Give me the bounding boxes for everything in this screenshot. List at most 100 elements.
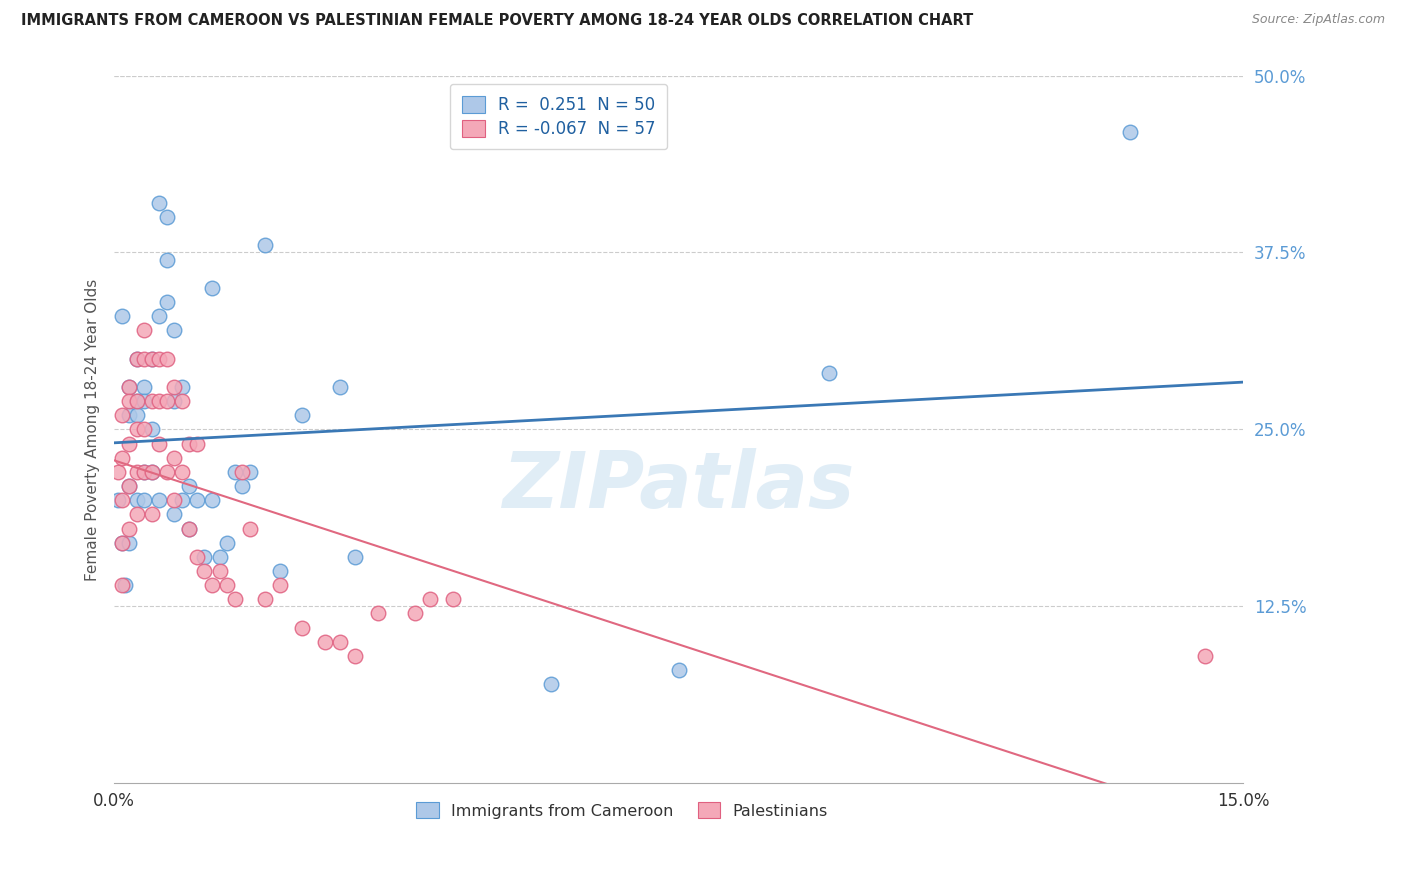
Point [253, 238, 276, 252]
Point [239, 465, 262, 479]
Point [141, 351, 163, 366]
Point [179, 522, 201, 536]
Point [163, 493, 186, 508]
Point [111, 535, 134, 549]
Point [125, 394, 148, 409]
Point [163, 380, 186, 394]
Point [156, 295, 179, 310]
Point [163, 323, 186, 337]
Point [179, 436, 201, 450]
Point [201, 493, 224, 508]
Point [224, 465, 246, 479]
Point [208, 549, 231, 564]
Point [111, 409, 134, 423]
Point [114, 578, 136, 592]
Point [668, 663, 690, 677]
Point [111, 535, 134, 549]
Point [179, 522, 201, 536]
Point [134, 465, 156, 479]
Point [170, 465, 193, 479]
Point [107, 465, 129, 479]
Point [186, 549, 208, 564]
Point [1119, 125, 1142, 139]
Point [134, 380, 156, 394]
Point [269, 564, 291, 578]
Point [156, 210, 179, 224]
Point [269, 578, 291, 592]
Point [125, 422, 148, 436]
Point [1194, 648, 1216, 663]
Point [215, 535, 238, 549]
Point [141, 465, 163, 479]
Point [163, 394, 186, 409]
Point [170, 380, 193, 394]
Y-axis label: Female Poverty Among 18-24 Year Olds: Female Poverty Among 18-24 Year Olds [86, 278, 100, 581]
Point [148, 394, 170, 409]
Point [163, 450, 186, 465]
Point [111, 493, 134, 508]
Point [118, 522, 141, 536]
Point [118, 436, 141, 450]
Point [118, 535, 141, 549]
Point [125, 351, 148, 366]
Point [540, 677, 562, 691]
Point [215, 578, 238, 592]
Text: IMMIGRANTS FROM CAMEROON VS PALESTINIAN FEMALE POVERTY AMONG 18-24 YEAR OLDS COR: IMMIGRANTS FROM CAMEROON VS PALESTINIAN … [21, 13, 973, 29]
Text: ZIPatlas: ZIPatlas [502, 448, 855, 524]
Point [239, 522, 262, 536]
Point [148, 351, 170, 366]
Point [134, 323, 156, 337]
Point [170, 394, 193, 409]
Point [118, 479, 141, 493]
Point [125, 394, 148, 409]
Point [111, 450, 134, 465]
Point [134, 394, 156, 409]
Point [141, 351, 163, 366]
Point [156, 252, 179, 267]
Point [125, 493, 148, 508]
Point [134, 351, 156, 366]
Point [156, 465, 179, 479]
Point [231, 465, 253, 479]
Point [111, 309, 134, 323]
Point [314, 635, 336, 649]
Point [186, 493, 208, 508]
Point [441, 592, 464, 607]
Point [163, 508, 186, 522]
Point [141, 394, 163, 409]
Point [125, 409, 148, 423]
Point [193, 564, 215, 578]
Point [329, 380, 352, 394]
Point [107, 493, 129, 508]
Point [291, 409, 314, 423]
Point [818, 366, 841, 380]
Point [141, 508, 163, 522]
Point [367, 607, 389, 621]
Point [291, 621, 314, 635]
Point [193, 549, 215, 564]
Point [156, 394, 179, 409]
Point [118, 380, 141, 394]
Point [156, 351, 179, 366]
Point [186, 436, 208, 450]
Point [118, 479, 141, 493]
Point [141, 465, 163, 479]
Point [125, 508, 148, 522]
Point [148, 436, 170, 450]
Legend: Immigrants from Cameroon, Palestinians: Immigrants from Cameroon, Palestinians [409, 796, 834, 825]
Point [231, 479, 253, 493]
Point [148, 309, 170, 323]
Text: Source: ZipAtlas.com: Source: ZipAtlas.com [1251, 13, 1385, 27]
Point [404, 607, 426, 621]
Point [179, 479, 201, 493]
Point [343, 648, 366, 663]
Point [201, 578, 224, 592]
Point [224, 592, 246, 607]
Point [134, 465, 156, 479]
Point [148, 493, 170, 508]
Point [148, 196, 170, 211]
Point [125, 465, 148, 479]
Point [134, 493, 156, 508]
Point [253, 592, 276, 607]
Point [111, 578, 134, 592]
